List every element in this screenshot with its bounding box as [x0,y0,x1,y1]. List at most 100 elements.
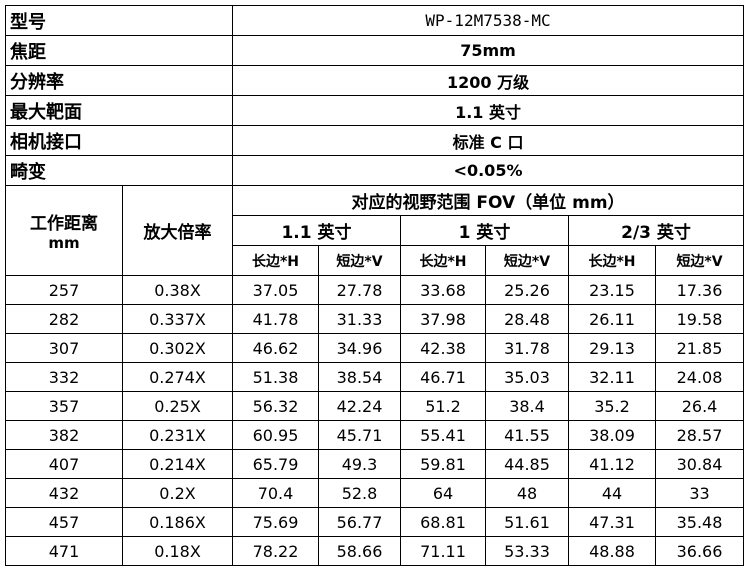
data-cell: 24.08 [654,362,745,392]
data-cell: 56.77 [318,507,401,537]
spec-value: 1200 万级 [231,65,745,96]
data-cell: 46.62 [232,333,319,363]
data-cell: 30.84 [654,449,745,479]
sub-header-row: 长边*H 短边*V 长边*H 短边*V 长边*H 短边*V [6,245,745,276]
data-cell: 36.66 [654,536,745,566]
data-cell: 52.8 [318,478,401,508]
data-row: 457 0.186X 75.69 56.77 68.81 51.61 47.31 35.48 [5,507,745,537]
spec-label: 分辨率 [5,65,233,96]
data-cell: 282 [5,304,123,334]
data-cell: 58.66 [318,536,401,566]
data-cell: 28.57 [654,420,745,450]
data-row: 382 0.231X 60.95 45.71 55.41 41.55 38.09 28.57 [5,420,745,450]
data-cell: 48 [485,478,569,508]
data-cell: 32.11 [568,362,656,392]
data-cell: 35.2 [568,391,656,421]
data-cell: 0.231X [122,420,233,450]
data-cell: 37.98 [400,304,486,334]
data-cell: 0.337X [122,304,233,334]
data-cell: 0.25X [122,391,233,421]
data-cell: 31.33 [318,304,401,334]
data-cell: 71.11 [400,536,486,566]
data-cell: 29.13 [568,333,656,363]
data-cell: 44.85 [485,449,569,479]
sub-header: 长边*H [232,245,319,276]
data-cell: 75.69 [232,507,319,537]
data-cell: 23.15 [568,275,656,305]
data-cell: 0.214X [122,449,233,479]
header-row: 工作距离 mm 放大倍率 对应的视野范围 FOV（单位 mm） [5,185,745,276]
spec-row: 相机接口 标准 C 口 [5,125,745,156]
data-row: 471 0.18X 78.22 58.66 71.11 53.33 48.88 36.66 [5,536,745,566]
spec-label: 最大靶面 [5,95,233,126]
data-cell: 307 [5,333,123,363]
data-cell: 407 [5,449,123,479]
data-row: 282 0.337X 41.78 31.33 37.98 28.48 26.11 19.58 [5,304,745,334]
spec-label: 相机接口 [5,125,233,156]
data-cell: 35.03 [485,362,569,392]
sub-header: 短边*V [318,245,401,276]
sub-header: 长边*H [568,245,656,276]
data-cell: 38.09 [568,420,656,450]
spec-row: 焦距 75mm [5,35,745,66]
data-cell: 357 [5,391,123,421]
data-cell: 35.48 [654,507,745,537]
data-cell: 37.05 [232,275,319,305]
spec-label: 畸变 [5,155,233,186]
data-cell: 38.54 [318,362,401,392]
data-cell: 53.33 [485,536,569,566]
data-cell: 382 [5,420,123,450]
data-cell: 49.3 [318,449,401,479]
data-cell: 26.11 [568,304,656,334]
data-cell: 33.68 [400,275,486,305]
sub-header: 短边*V [654,245,745,276]
data-cell: 70.4 [232,478,319,508]
data-row: 257 0.38X 37.05 27.78 33.68 25.26 23.15 17.36 [5,275,745,305]
data-cell: 332 [5,362,123,392]
data-cell: 432 [5,478,123,508]
sensor-size: 2/3 英寸 [567,215,745,246]
data-cell: 64 [400,478,486,508]
data-cell: 51.61 [485,507,569,537]
data-row: 332 0.274X 51.38 38.54 46.71 35.03 32.11 24.08 [5,362,745,392]
data-cell: 41.55 [485,420,569,450]
data-cell: 55.41 [400,420,486,450]
data-row: 407 0.214X 65.79 49.3 59.81 44.85 41.12 30.84 [5,449,745,479]
data-cell: 41.12 [568,449,656,479]
data-cell: 33 [654,478,745,508]
data-cell: 51.38 [232,362,319,392]
data-cell: 0.2X [122,478,233,508]
data-cell: 0.274X [122,362,233,392]
data-cell: 27.78 [318,275,401,305]
data-cell: 44 [568,478,656,508]
spec-row: 畸变 <0.05% [5,155,745,186]
spec-value: <0.05% [231,155,745,186]
distance-unit: mm [48,234,80,252]
data-cell: 21.85 [654,333,745,363]
data-row: 357 0.25X 56.32 42.24 51.2 38.4 35.2 26.4 [5,391,745,421]
sensor-size: 1 英寸 [400,215,569,246]
data-cell: 51.2 [400,391,486,421]
data-cell: 457 [5,507,123,537]
data-cell: 68.81 [400,507,486,537]
sensor-row: 1.1 英寸 1 英寸 2/3 英寸 [6,215,745,246]
distance-label: 工作距离 [30,214,98,234]
spec-row: 分辨率 1200 万级 [5,65,745,96]
data-cell: 257 [5,275,123,305]
data-cell: 471 [5,536,123,566]
data-cell: 0.186X [122,507,233,537]
data-cell: 25.26 [485,275,569,305]
data-cell: 41.78 [232,304,319,334]
spec-value: 标准 C 口 [231,125,745,156]
spec-value: 1.1 英寸 [231,95,745,126]
data-cell: 60.95 [232,420,319,450]
data-cell: 31.78 [485,333,569,363]
data-cell: 19.58 [654,304,745,334]
data-cell: 48.88 [568,536,656,566]
spec-row: 最大靶面 1.1 英寸 [5,95,745,126]
data-cell: 26.4 [654,391,745,421]
data-cell: 42.38 [400,333,486,363]
sub-header: 短边*V [485,245,569,276]
data-cell: 42.24 [318,391,401,421]
